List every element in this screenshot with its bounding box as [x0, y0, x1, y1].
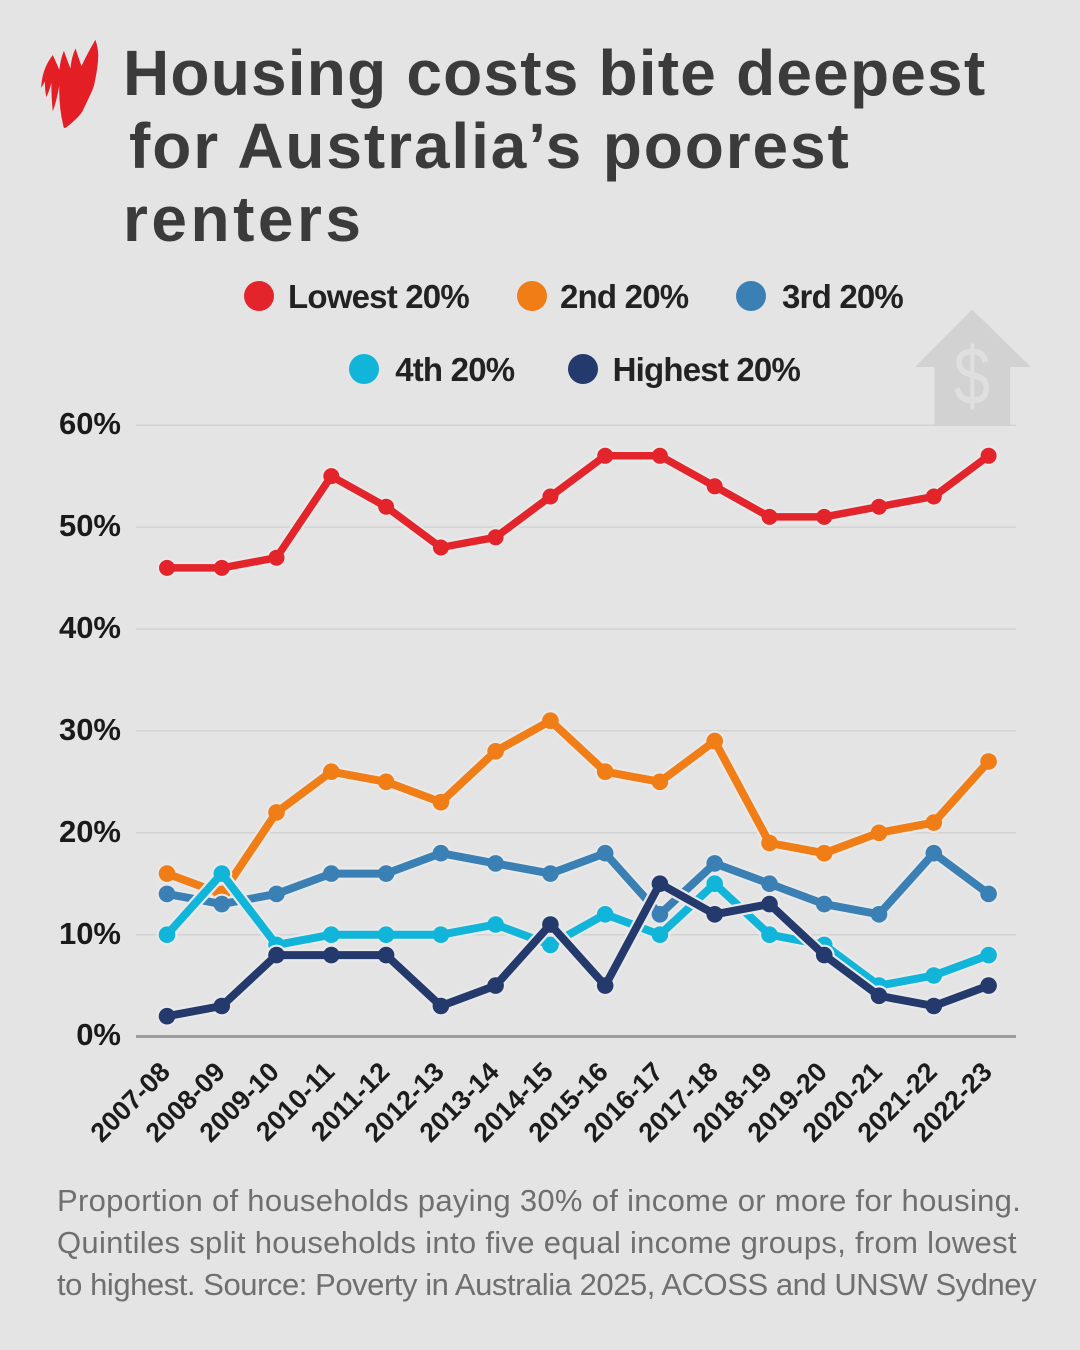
svg-text:$: $: [954, 330, 990, 422]
